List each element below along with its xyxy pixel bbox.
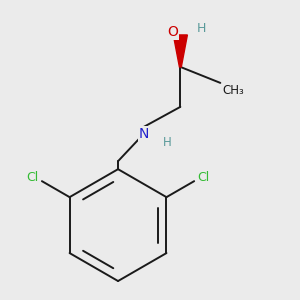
Text: H: H bbox=[196, 22, 206, 35]
Polygon shape bbox=[173, 35, 188, 67]
Text: Cl: Cl bbox=[198, 172, 210, 184]
Text: N: N bbox=[138, 127, 149, 141]
Text: Cl: Cl bbox=[26, 172, 38, 184]
Text: O: O bbox=[167, 25, 178, 39]
Text: CH₃: CH₃ bbox=[223, 85, 244, 98]
Text: H: H bbox=[163, 136, 172, 149]
